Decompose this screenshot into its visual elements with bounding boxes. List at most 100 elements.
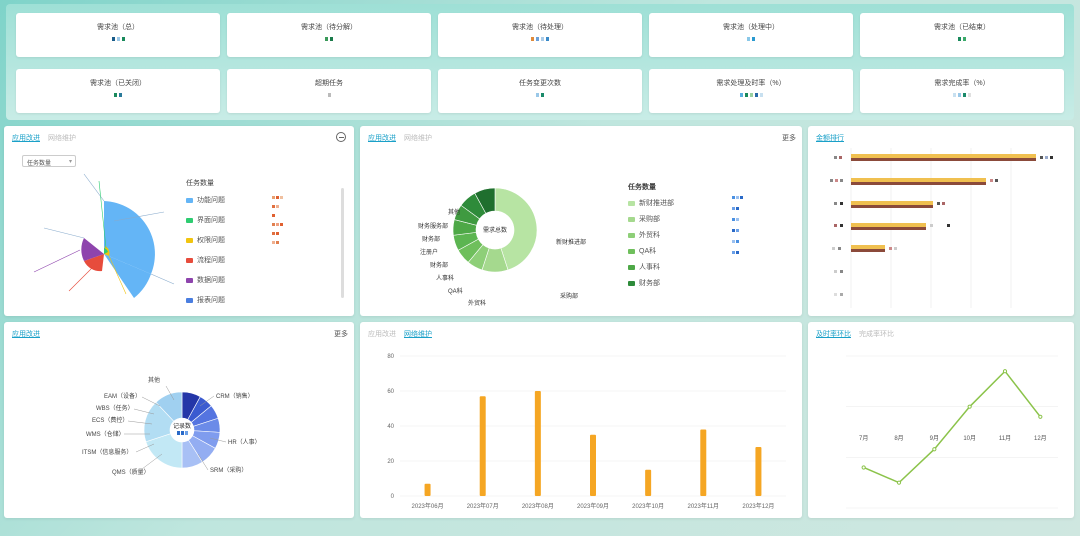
legend-item-ui[interactable]: 界面问题	[186, 215, 225, 225]
legend-item-dept-4[interactable]: QA科	[628, 246, 656, 256]
legend-label: 采购部	[639, 216, 660, 223]
kpi-card-changes[interactable]: 任务变更次数	[438, 69, 642, 113]
kpi-value-redacted	[227, 37, 431, 47]
legend-swatch	[186, 297, 193, 303]
legend-swatch	[186, 257, 193, 263]
panel-tabs: 应用改进 网络维护	[12, 133, 76, 143]
legend-item-dept-1[interactable]: 新财推进部	[628, 198, 674, 208]
data-point	[1002, 369, 1008, 374]
bar	[700, 429, 707, 496]
legend-swatch	[628, 216, 635, 222]
kpi-card-total[interactable]: 需求池（总）	[16, 13, 220, 57]
bar	[479, 396, 486, 496]
legend-item-dept-6[interactable]: 财务部	[628, 278, 660, 288]
sys-label-srm: SRM（采购）	[210, 466, 247, 474]
legend-item-data[interactable]: 数据问题	[186, 275, 225, 285]
sys-label-qms: QMS（质量）	[112, 468, 150, 476]
y-tick-label: 20	[387, 459, 394, 465]
donut-center-label: 需求总数	[483, 226, 507, 234]
panel-tabs: 应用改进 网络维护	[368, 329, 432, 339]
kpi-value-redacted	[438, 37, 642, 47]
x-tick-label: 2023年06月	[412, 502, 444, 510]
bar	[645, 469, 652, 496]
legend-swatch	[628, 200, 635, 206]
rate-trend-panel: 及时率环比 完成率环比 7月 8月 9月 10月 11月 12月	[808, 322, 1074, 518]
legend-item-permission[interactable]: 权限问题	[186, 235, 225, 245]
kpi-value-redacted	[227, 93, 431, 103]
metric-select[interactable]: 任务数量 ▾	[22, 155, 76, 167]
donut-slice-label: 其他	[448, 208, 460, 216]
kpi-title: 需求池（待分解）	[301, 24, 357, 31]
kpi-card-pending[interactable]: 需求池（待处理）	[438, 13, 642, 57]
kpi-card-completion-rate[interactable]: 需求完成率（%）	[860, 69, 1064, 113]
x-tick-label: 8月	[894, 435, 903, 442]
kpi-title: 需求池（处理中）	[723, 24, 779, 31]
legend-item-report[interactable]: 报表问题	[186, 295, 225, 305]
legend-label: QA科	[639, 248, 657, 255]
sys-label-wms: WMS（仓储）	[86, 430, 125, 438]
kpi-title: 需求池（待处理）	[512, 24, 568, 31]
legend-item-dept-3[interactable]: 外贸科	[628, 230, 660, 240]
tab-timely-rate-trend[interactable]: 及时率环比	[816, 331, 851, 338]
legend-title: 任务数量	[628, 184, 656, 191]
tab-app-improvement[interactable]: 应用改进	[368, 331, 396, 338]
collapse-icon[interactable]	[336, 132, 346, 142]
y-tick-label: 0	[391, 494, 395, 500]
tab-network-maintenance[interactable]: 网络维护	[48, 135, 76, 142]
kpi-card-pending-split[interactable]: 需求池（待分解）	[227, 13, 431, 57]
legend-label: 界面问题	[197, 217, 225, 224]
kpi-title: 需求池（已结束）	[934, 24, 990, 31]
kpi-card-overdue[interactable]: 超期任务	[227, 69, 431, 113]
tab-app-improvement[interactable]: 应用改进	[12, 135, 40, 142]
x-tick-label: 2023年07月	[467, 502, 499, 510]
legend-item-dept-5[interactable]: 人事科	[628, 262, 660, 272]
legend-swatch	[628, 248, 635, 254]
kpi-card-timely-rate[interactable]: 需求处理及时率（%）	[649, 69, 853, 113]
redacted-values	[272, 196, 283, 244]
bar	[534, 391, 541, 496]
rank-bar-4a	[851, 223, 926, 227]
sys-label-eam: EAM（设备）	[104, 392, 141, 400]
rank-bar-5a	[851, 245, 885, 249]
kpi-title: 需求池（已关闭）	[90, 80, 146, 87]
legend-label: 流程问题	[197, 257, 225, 264]
kpi-value-redacted	[438, 93, 642, 103]
tab-amount-ranking[interactable]: 金额排行	[816, 135, 844, 142]
ranking-bar-chart	[830, 148, 1053, 308]
legend-item-dept-2[interactable]: 采购部	[628, 214, 660, 224]
kpi-card-finished[interactable]: 需求池（已结束）	[860, 13, 1064, 57]
kpi-title: 需求处理及时率（%）	[716, 80, 786, 87]
tab-network-maintenance[interactable]: 网络维护	[404, 331, 432, 338]
tab-completion-rate-trend[interactable]: 完成率环比	[859, 331, 894, 338]
rank-bar-2b	[851, 182, 986, 185]
x-tick-label: 2023年08月	[522, 502, 554, 510]
legend-title: 任务数量	[186, 180, 214, 187]
ranking-panel: 金额排行	[808, 126, 1074, 316]
bar	[424, 483, 431, 496]
x-tick-label: 11月	[999, 435, 1011, 442]
tab-app-improvement[interactable]: 应用改进	[12, 331, 40, 338]
legend-item-function[interactable]: 功能问题	[186, 195, 225, 205]
kpi-card-closed[interactable]: 需求池（已关闭）	[16, 69, 220, 113]
kpi-card-in-progress[interactable]: 需求池（处理中）	[649, 13, 853, 57]
tab-app-improvement[interactable]: 应用改进	[368, 135, 396, 142]
issue-type-pie	[33, 173, 175, 298]
donut-slice-label: 财务部	[430, 261, 448, 269]
kpi-title: 需求完成率（%）	[934, 80, 990, 87]
more-link[interactable]: 更多	[334, 331, 348, 338]
more-link[interactable]: 更多	[782, 135, 796, 142]
donut-slice-label: 新财推进部	[556, 238, 586, 246]
x-tick-label: 10月	[963, 435, 976, 442]
legend-scrollbar[interactable]	[341, 188, 344, 298]
pie-slice-ui	[104, 248, 108, 254]
y-tick-label: 80	[387, 354, 394, 360]
tab-network-maintenance[interactable]: 网络维护	[404, 135, 432, 142]
data-point	[896, 480, 902, 485]
kpi-title: 需求池（总）	[97, 24, 139, 31]
legend-swatch	[186, 277, 193, 283]
donut-slice-label: 财务部	[422, 235, 440, 243]
legend-item-process[interactable]: 流程问题	[186, 255, 225, 265]
system-panel: 应用改进 更多 记录数 其他 EAM（设备） WBS（任务） ECS（费控） W…	[4, 322, 354, 518]
data-point	[861, 465, 866, 470]
